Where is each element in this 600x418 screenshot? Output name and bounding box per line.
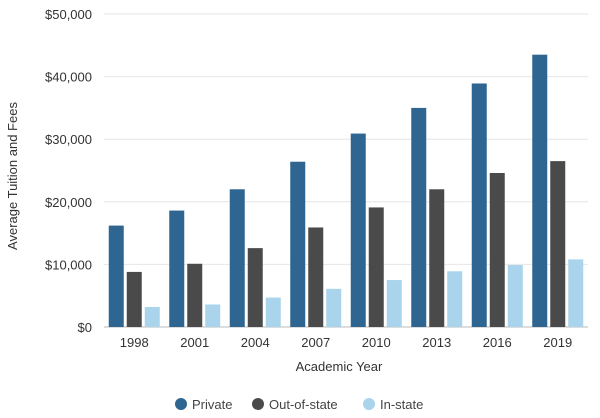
bar-out-of-state-2007 <box>308 227 324 327</box>
legend-swatch <box>175 398 187 410</box>
x-tick-label: 2001 <box>180 335 209 350</box>
bar-out-of-state-2019 <box>550 161 566 327</box>
bars <box>108 54 584 328</box>
bar-out-of-state-2010 <box>368 207 384 327</box>
bar-in-state-2010 <box>386 280 402 327</box>
bar-out-of-state-2004 <box>247 248 263 327</box>
y-tick-label: $50,000 <box>45 7 92 22</box>
x-axis-title: Academic Year <box>296 359 383 374</box>
y-tick-label: $30,000 <box>45 132 92 147</box>
bar-private-2001 <box>169 210 185 327</box>
y-tick-label: $40,000 <box>45 70 92 85</box>
bar-private-2013 <box>411 107 427 328</box>
legend-item-in-state[interactable]: In-state <box>363 397 423 412</box>
bar-out-of-state-2016 <box>489 173 505 327</box>
bar-in-state-1998 <box>144 306 160 327</box>
y-axis-title: Average Tuition and Fees <box>5 102 20 250</box>
bar-private-2010 <box>350 133 366 327</box>
legend-item-out-of-state[interactable]: Out-of-state <box>252 397 338 412</box>
legend-label: In-state <box>380 397 423 412</box>
x-tick-label: 2007 <box>301 335 330 350</box>
bar-private-2004 <box>229 189 245 327</box>
x-tick-label: 2004 <box>241 335 270 350</box>
y-axis-ticks: $0 $10,000 $20,000 $30,000 $40,000 $50,000 <box>45 7 92 335</box>
bar-in-state-2019 <box>568 259 584 327</box>
y-tick-label: $10,000 <box>45 257 92 272</box>
bar-private-2007 <box>290 161 306 327</box>
bar-out-of-state-1998 <box>126 271 142 327</box>
y-tick-label: $20,000 <box>45 195 92 210</box>
x-tick-label: 2013 <box>422 335 451 350</box>
bar-in-state-2004 <box>265 297 281 327</box>
x-tick-label: 2016 <box>483 335 512 350</box>
gridlines <box>104 13 588 328</box>
legend-label: Out-of-state <box>269 397 338 412</box>
x-tick-label: 2010 <box>362 335 391 350</box>
bar-private-2019 <box>532 54 548 327</box>
bar-in-state-2007 <box>326 288 342 327</box>
x-tick-label: 2019 <box>543 335 572 350</box>
legend-swatch <box>252 398 264 410</box>
bar-private-2016 <box>471 83 487 328</box>
x-axis-ticks: 1998 2001 2004 2007 2010 2013 2016 2019 <box>120 335 572 350</box>
legend-label: Private <box>192 397 232 412</box>
legend-item-private[interactable]: Private <box>175 397 232 412</box>
y-tick-label: $0 <box>78 320 92 335</box>
bar-out-of-state-2001 <box>187 263 203 327</box>
bar-out-of-state-2013 <box>429 189 445 327</box>
x-tick-label: 1998 <box>120 335 149 350</box>
bar-private-1998 <box>108 225 124 327</box>
bar-in-state-2013 <box>447 271 463 327</box>
bar-in-state-2001 <box>205 304 221 327</box>
legend: Private Out-of-state In-state <box>175 397 423 412</box>
legend-swatch <box>363 398 375 410</box>
bar-in-state-2016 <box>507 265 523 327</box>
